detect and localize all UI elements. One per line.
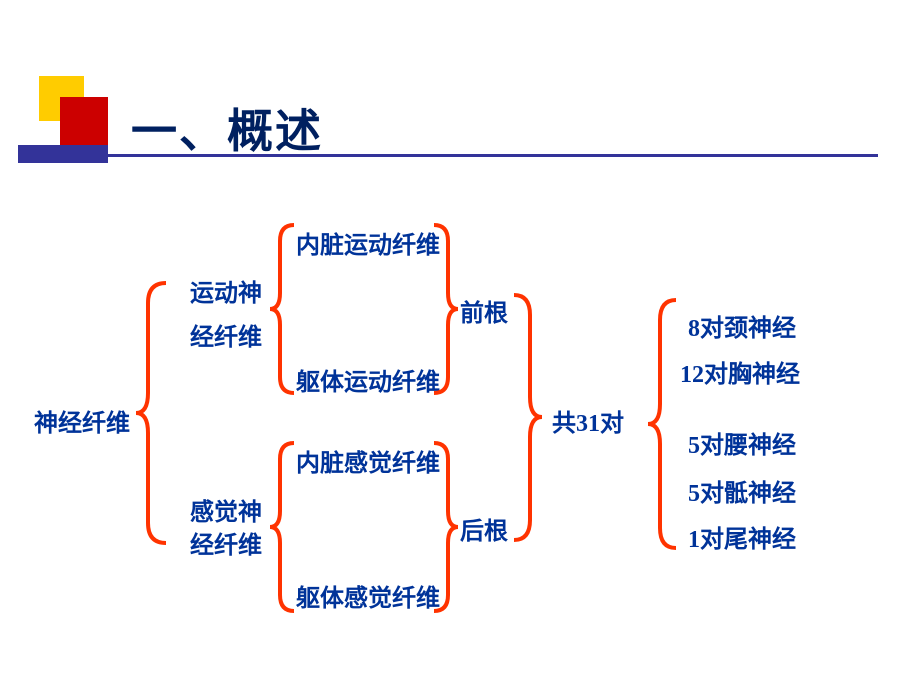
brace-posterior-close xyxy=(434,443,464,611)
node-visceral-sensory: 内脏感觉纤维 xyxy=(296,443,440,478)
slide-page: 一、概述 神经纤维 运动神 经纤维 感觉神 经纤维 内脏运动纤维 躯体运动纤维 … xyxy=(0,0,920,690)
node-thoracic: 12对胸神经 xyxy=(680,354,800,389)
node-coccygeal: 1对尾神经 xyxy=(688,519,796,554)
node-cervical: 8对颈神经 xyxy=(688,308,796,343)
deco-red-square xyxy=(60,97,108,145)
page-title: 一、概述 xyxy=(131,95,323,161)
node-visceral-motor: 内脏运动纤维 xyxy=(296,225,440,260)
brace-sensory-open xyxy=(270,443,300,611)
node-root: 神经纤维 xyxy=(34,403,130,438)
node-sensory-line2: 经纤维 xyxy=(190,525,262,560)
brace-motor-open xyxy=(270,225,300,393)
node-anterior-root: 前根 xyxy=(460,293,508,328)
brace-anterior-close xyxy=(434,225,464,393)
node-somatic-sensory: 躯体感觉纤维 xyxy=(296,578,440,613)
node-posterior-root: 后根 xyxy=(460,511,508,546)
node-somatic-motor: 躯体运动纤维 xyxy=(296,362,440,397)
node-sacral: 5对骶神经 xyxy=(688,473,796,508)
deco-blue-rect xyxy=(18,145,108,163)
node-lumbar: 5对腰神经 xyxy=(688,425,796,460)
title-underline xyxy=(108,154,878,157)
node-motor-line1: 运动神 xyxy=(190,273,262,308)
brace-list-open xyxy=(646,300,682,548)
node-sensory-line1: 感觉神 xyxy=(190,492,262,527)
brace-total-close xyxy=(514,295,550,540)
brace-root xyxy=(136,283,176,543)
node-motor-line2: 经纤维 xyxy=(190,317,262,352)
node-total-pairs: 共31对 xyxy=(552,403,624,438)
